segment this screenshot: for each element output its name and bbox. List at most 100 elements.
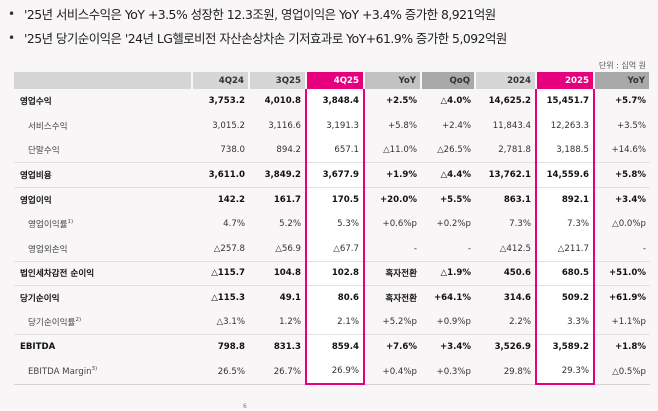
- row-label: 법인세차감전 순이익: [14, 260, 192, 286]
- cell-4q24: 3,611.0: [192, 162, 249, 188]
- cell-4q24: △3.1%: [216, 317, 245, 328]
- table-row: 법인세차감전 순이익 △115.7 104.8 102.8 흑자전환 △1.9% 450.6…: [14, 260, 650, 286]
- header-yoy-quarter: YoY: [364, 72, 422, 89]
- row-label: EBITDA: [14, 334, 192, 360]
- cell-4q24: 3,015.2: [212, 120, 245, 131]
- table-row: 단말수익 738.0 894.2 657.1 △11.0% △26.5% 2,781.8 3,…: [14, 138, 650, 163]
- cell-4q25: 657.1: [305, 138, 365, 163]
- row-label-text: 단말수익: [28, 146, 60, 157]
- cell-2025: 29.3%: [535, 359, 595, 386]
- cell-4q24: 26.5%: [192, 359, 249, 385]
- cell-yoy-annual: +3.4%: [594, 186, 650, 212]
- cell-2025: 7.3%: [535, 211, 595, 237]
- row-label: 단말수익: [14, 138, 192, 163]
- cell-3q25: 3,116.6: [268, 120, 301, 131]
- cell-2024: 29.8%: [475, 359, 536, 385]
- table-row: 영업수익 3,753.2 4,010.8 3,848.4 +2.5% △4.0% 14,62…: [14, 89, 650, 114]
- cell-3q25: 104.8: [249, 260, 306, 286]
- cell-2024: 2.2%: [509, 317, 531, 328]
- summary-bullet: • '25년 서비스수익은 YoY +3.5% 성장한 12.3조원, 영업이익…: [8, 2, 658, 26]
- header-2024: 2024: [475, 72, 537, 89]
- footnote-marker: 1): [67, 219, 74, 226]
- cell-yoy-annual: △0.0%p: [612, 219, 646, 230]
- row-label: 영업수익: [14, 89, 192, 114]
- row-label-text: 서비스수익: [28, 121, 68, 132]
- cell-qoq: +2.4%: [441, 120, 471, 131]
- cell-yoy-quarter: -: [413, 243, 417, 254]
- cell-yoy-quarter: △11.0%: [383, 145, 417, 156]
- cell-4q25: 26.9%: [305, 359, 365, 386]
- cell-4q24: 3,753.2: [208, 96, 245, 107]
- cell-yoy-quarter: +20.0%: [364, 186, 421, 212]
- cell-qoq: +0.2%p: [436, 219, 472, 230]
- summary-bullet: • '25년 당기순이익은 '24년 LG헬로비전 자산손상차손 기저효과로 Y…: [8, 26, 658, 50]
- cell-4q24: △115.7: [192, 260, 249, 286]
- cell-2024: 3,526.9: [475, 334, 536, 360]
- cell-3q25: 894.2: [276, 145, 301, 156]
- header-yoy-annual: YoY: [594, 72, 651, 89]
- cell-4q24: △115.3: [192, 285, 249, 311]
- cell-qoq: +5.5%: [421, 186, 475, 212]
- cell-2024: 450.6: [475, 260, 536, 286]
- row-label: 당기순이익: [14, 285, 192, 311]
- cell-yoy-quarter: +2.5%: [385, 96, 417, 107]
- cell-2025: 3,188.5: [535, 138, 595, 163]
- cell-2025: 509.2: [535, 285, 595, 311]
- cell-2025: △211.7: [535, 236, 595, 262]
- cell-qoq: △26.5%: [437, 145, 471, 156]
- header-label: [14, 72, 193, 89]
- row-label-text: 영업이익률: [28, 220, 68, 231]
- row-label-text: EBITDA Margin: [28, 367, 92, 377]
- row-label: 서비스수익: [14, 114, 192, 139]
- cell-yoy-annual: +1.1%p: [611, 317, 647, 328]
- cell-qoq: △4.0%: [440, 96, 471, 107]
- bullet-text: '25년 당기순이익은 '24년 LG헬로비전 자산손상차손 기저효과로 YoY…: [24, 31, 507, 46]
- table-row: 영업비용 3,611.0 3,849.2 3,677.9 +1.9% △4.4% 13,76…: [14, 162, 650, 188]
- footnote-marker: 2): [75, 317, 82, 324]
- cell-yoy-annual: +51.0%: [594, 260, 650, 286]
- cell-yoy-annual: -: [642, 243, 646, 254]
- cell-3q25: △56.9: [275, 243, 301, 254]
- bullet-dot-icon: •: [8, 7, 15, 21]
- cell-4q24: 4.7%: [223, 219, 245, 230]
- footnote-marker: 3): [91, 366, 98, 373]
- table-header-row: 4Q24 3Q25 4Q25 YoY QoQ 2024 2025 YoY: [14, 72, 651, 89]
- row-label: 영업이익: [14, 186, 192, 212]
- table-row: 영업외손익 △257.8 △56.9 △67.7 - - △412.5 △211.7 -: [14, 236, 650, 262]
- cell-3q25: 49.1: [249, 285, 306, 311]
- row-label-text: 영업수익: [20, 97, 52, 108]
- header-qoq: QoQ: [421, 72, 476, 89]
- cell-4q24: 142.2: [192, 186, 249, 212]
- cell-2025: 3.3%: [535, 310, 595, 335]
- unit-label: 단위 : 십억 원: [598, 61, 646, 70]
- cell-3q25: 831.3: [249, 334, 306, 360]
- cell-yoy-annual: +61.9%: [594, 285, 650, 311]
- cell-qoq: +0.9%p: [436, 317, 472, 328]
- row-label-text: 영업이익: [20, 195, 52, 206]
- cell-yoy-annual: +3.5%: [616, 120, 646, 131]
- header-4q25: 4Q25: [306, 72, 365, 89]
- cell-4q25: 170.5: [305, 186, 365, 212]
- cell-3q25: 4,010.8: [264, 96, 301, 107]
- cell-4q25: 5.3%: [305, 211, 365, 237]
- table-row: 영업이익률1) 4.7% 5.2% 5.3% +0.6%p +0.2%p 7.3% 7.3% △…: [14, 211, 650, 237]
- table-row: 영업이익 142.2 161.7 170.5 +20.0% +5.5% 863.1 892.1…: [14, 186, 650, 212]
- cell-2025: 680.5: [535, 260, 595, 286]
- cell-2024: 314.6: [475, 285, 536, 311]
- cell-3q25: 26.7%: [249, 359, 306, 385]
- row-label-text: 영업비용: [20, 171, 52, 182]
- row-label: 영업외손익: [14, 237, 192, 262]
- cell-2024: 11,843.4: [492, 120, 531, 131]
- table-row: 서비스수익 3,015.2 3,116.6 3,191.3 +5.8% +2.4% 11,8…: [14, 113, 650, 139]
- cell-2024: 7.3%: [509, 219, 531, 230]
- cell-2025: 892.1: [535, 186, 595, 212]
- cell-yoy-annual: +1.8%: [594, 334, 650, 360]
- cell-4q24: △257.8: [213, 243, 245, 254]
- cell-yoy-quarter: +0.4%p: [364, 359, 421, 385]
- cell-yoy-quarter: +0.6%p: [382, 219, 418, 230]
- row-label-text: EBITDA: [20, 342, 56, 353]
- cell-qoq: -: [467, 243, 471, 254]
- financial-table: 4Q24 3Q25 4Q25 YoY QoQ 2024 2025 YoY 영업수…: [14, 72, 651, 386]
- cell-qoq: △1.9%: [421, 260, 475, 286]
- cell-yoy-quarter: 흑자전환: [364, 285, 421, 311]
